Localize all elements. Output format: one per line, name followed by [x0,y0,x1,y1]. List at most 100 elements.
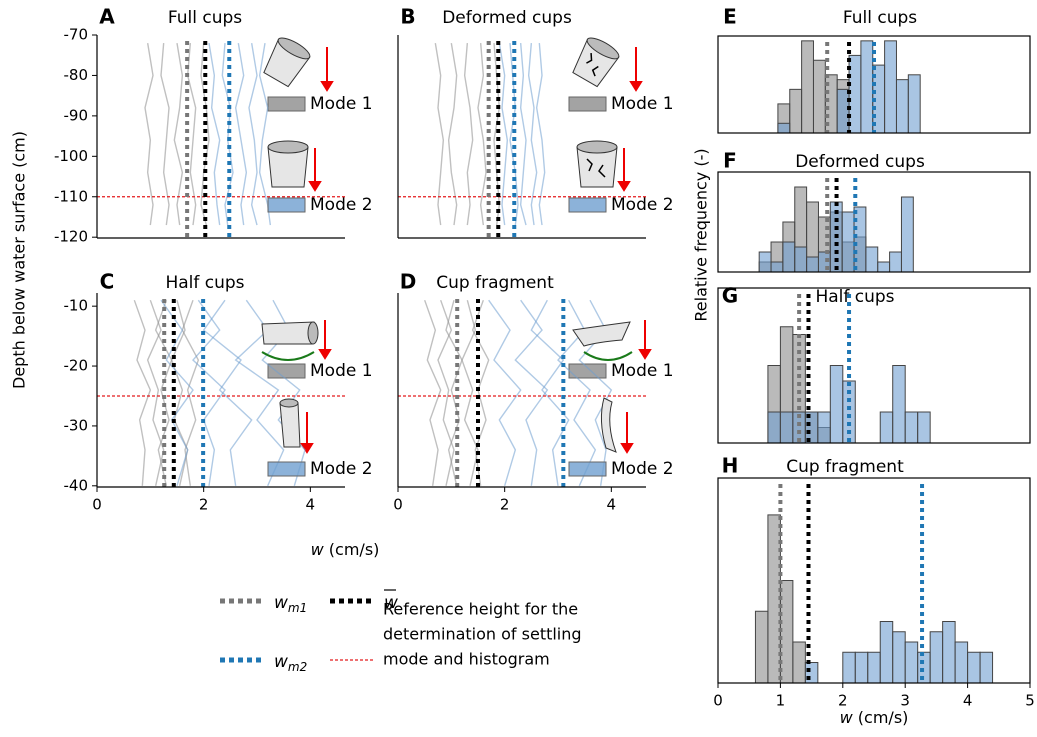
histogram-bar [830,366,842,444]
x-tick-label: 3 [900,692,910,710]
panel-letter: B [400,5,415,29]
legend-swatch [569,198,606,212]
panel-title: Cup fragment [436,273,554,293]
histogram-bar [795,247,807,272]
legend-label: Reference height for the [383,600,578,619]
histogram-bar [818,412,830,443]
histogram-bar [901,197,913,272]
legend-swatch [268,97,305,111]
legend-swatch [569,97,606,111]
y-tick-label: -70 [64,26,89,44]
panel-letter: A [99,5,115,29]
legend-label: Mode 1 [611,94,674,114]
histogram-bar [868,652,880,683]
histogram-bar [866,247,878,272]
panel-letter: E [723,5,737,29]
x-tick-label: 0 [92,496,102,514]
x-tick-label: 0 [713,692,723,710]
histogram-bar [980,652,992,683]
y-tick-label: -110 [54,187,88,205]
panel-letter: G [722,284,738,308]
x-tick-label: 4 [306,496,316,514]
histogram-bar [905,642,917,683]
panel-letter: C [100,270,115,294]
subscript: m1 [288,601,307,615]
histogram-bar [843,652,855,683]
cup-icon [268,141,308,187]
legend-swatch [268,198,305,212]
histogram-bar [842,212,854,272]
panel-title: Full cups [843,8,917,28]
x-axis-label: w (cm/s) [311,540,380,559]
histogram-bar [813,60,825,133]
figure: Depth below water surface (cm) Relative … [0,0,1037,733]
histogram-bar [854,207,866,272]
histogram-bar [861,41,873,133]
histogram-bar [768,412,780,443]
legend-label: Mode 1 [611,361,674,381]
legend-swatch [569,462,606,476]
y-tick-label: -40 [64,476,89,494]
panel-title: Full cups [168,8,242,28]
x-label-symbol: w [840,708,854,727]
histogram-bar [755,611,767,683]
histogram-bar [943,622,955,684]
histogram-bar [793,642,805,683]
y-tick-label: -30 [64,416,89,434]
histogram-bar [893,366,905,444]
histogram-bar [893,632,905,683]
hist-y-axis-label: Relative frequency (-) [692,148,711,321]
y-tick-label: -100 [54,147,88,165]
y-axis-label: Depth below water surface (cm) [10,131,29,389]
x-tick-label: 4 [607,496,617,514]
y-tick-label: -20 [64,357,89,375]
panel-title: Deformed cups [442,8,572,28]
panel-title: Half cups [815,287,894,307]
x-label-unit: (cm/s) [329,540,380,559]
legend-label: Mode 2 [611,459,674,479]
histogram-bar [930,632,942,683]
histogram-bar [896,80,908,133]
histogram-bar [807,257,819,272]
cup-icon [262,322,318,344]
legend-label: Mode 2 [310,459,373,479]
histogram-bar [885,41,897,133]
histogram-bar [802,41,814,133]
histogram-bar [790,89,802,133]
histogram-bar [880,622,892,684]
x-tick-label: 4 [963,692,973,710]
legend-label: determination of settling [383,625,582,644]
histogram-bar [878,262,890,272]
y-tick-label: -120 [54,228,88,246]
histogram-bar [905,412,917,443]
legend-label: Mode 2 [611,195,674,215]
x-label-symbol: w [311,540,325,559]
x-tick-label: 0 [393,496,403,514]
x-label-unit: (cm/s) [858,708,909,727]
histogram-bar [783,242,795,272]
legend-swatch [268,364,305,378]
x-tick-label: 5 [1025,692,1035,710]
histogram-bar [778,123,790,133]
legend-label: mode and histogram [383,650,550,669]
legend-label: Mode 1 [310,361,373,381]
histogram-bar [837,89,849,133]
histogram-bar [918,412,930,443]
panel-letter: F [723,149,737,173]
histogram-bar [908,75,920,133]
panel-letter: H [722,454,739,478]
histogram-bar [759,252,771,272]
legend-swatch [268,462,305,476]
panel-title: Cup fragment [786,457,904,477]
histogram-bar [968,652,980,683]
panel-title: Deformed cups [795,152,925,172]
histogram-bar [955,642,967,683]
x-axis-label: w (cm/s) [840,708,909,727]
cup-icon [280,399,300,447]
legend-label: Mode 1 [310,94,373,114]
histogram-bar [880,412,892,443]
histogram-bar [855,652,867,683]
y-tick-label: -90 [64,106,89,124]
panel-letter: D [400,270,417,294]
subscript: m2 [288,660,307,674]
